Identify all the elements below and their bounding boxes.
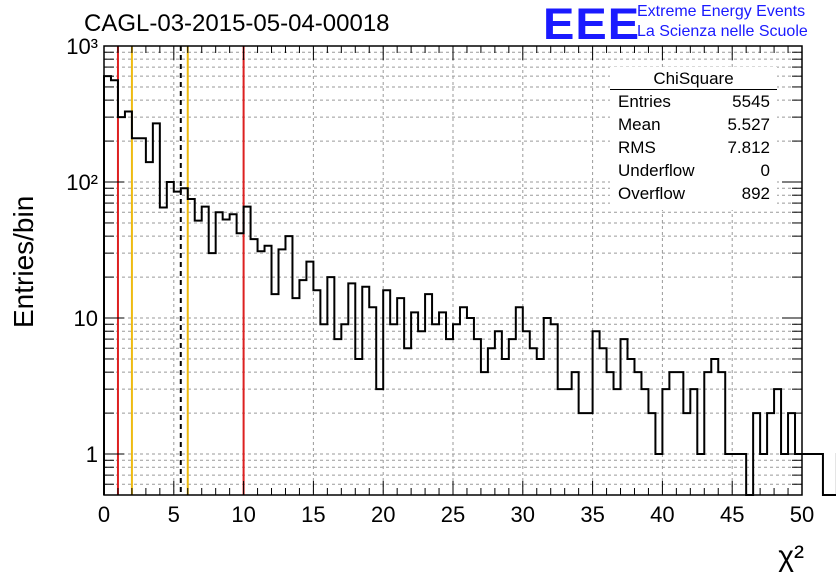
stats-key: Mean — [618, 115, 661, 134]
logo-subtitle-line1: Extreme Energy Events — [637, 3, 806, 20]
y-tick-labels: 1 10 10² 10³ — [66, 34, 98, 467]
stats-title: ChiSquare — [653, 69, 734, 88]
stats-key: RMS — [618, 138, 656, 157]
x-tick-label: 35 — [580, 502, 604, 527]
x-tick-label: 5 — [168, 502, 180, 527]
logo-subtitle-line2: La Scienza nelle Scuole — [637, 23, 808, 40]
x-tick-label: 0 — [98, 502, 110, 527]
marker-lines — [116, 46, 245, 495]
eee-logo: EEE — [543, 0, 641, 49]
stats-row-overflow: Overflow 892 — [618, 184, 770, 206]
y-tick-label: 10² — [66, 170, 98, 195]
x-tick-label: 25 — [441, 502, 465, 527]
stats-value: 892 — [741, 184, 770, 203]
stats-value: 7.812 — [727, 138, 770, 157]
y-tick-label: 1 — [86, 442, 98, 467]
x-tick-label: 10 — [231, 502, 255, 527]
histogram-series — [103, 75, 836, 496]
y-tick-label: 10 — [74, 306, 98, 331]
chart-title: CAGL-03-2015-05-04-00018 — [84, 10, 390, 37]
stats-box: ChiSquare Entries 5545 Mean 5.527 RMS 7.… — [610, 67, 777, 210]
x-tick-label: 45 — [720, 502, 744, 527]
stats-value: 0 — [760, 161, 770, 180]
y-axis-label: Entries/bin — [8, 195, 39, 328]
stats-row-mean: Mean 5.527 — [618, 115, 770, 137]
y-tick-label: 10³ — [66, 34, 98, 59]
stats-row-entries: Entries 5545 — [618, 92, 770, 114]
axis-ticks — [103, 45, 803, 496]
stats-title-rule — [610, 89, 777, 90]
x-tick-label: 20 — [371, 502, 395, 527]
x-axis-label: χ² — [778, 540, 804, 572]
x-tick-label: 50 — [790, 502, 814, 527]
x-tick-label: 40 — [650, 502, 674, 527]
x-tick-label: 15 — [301, 502, 325, 527]
stats-row-rms: RMS 7.812 — [618, 138, 770, 160]
x-tick-label: 30 — [511, 502, 535, 527]
stats-value: 5.527 — [727, 115, 770, 134]
stats-row-underflow: Underflow 0 — [618, 161, 770, 183]
stats-value: 5545 — [732, 92, 770, 111]
x-tick-labels: 0 5 10 15 20 25 30 35 40 45 50 — [98, 502, 814, 527]
stats-key: Entries — [618, 92, 671, 111]
stats-key: Underflow — [618, 161, 695, 180]
stats-key: Overflow — [618, 184, 686, 203]
